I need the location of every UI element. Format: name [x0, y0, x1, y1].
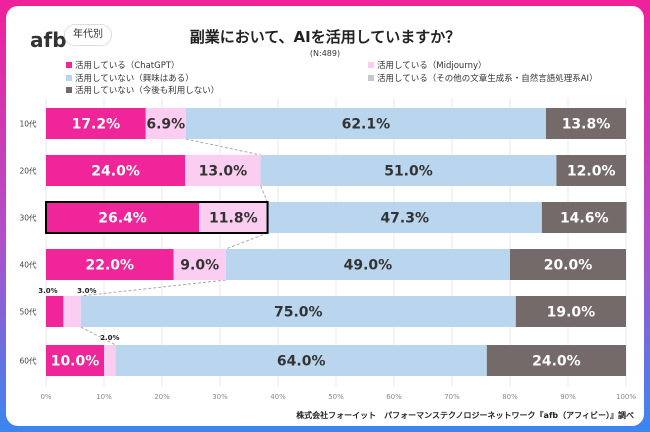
category-label: 60代	[19, 356, 37, 366]
bar-segment	[46, 155, 186, 186]
bar-segment	[267, 202, 542, 233]
data-label: 9.0%	[180, 258, 219, 274]
x-tick-label: 70%	[444, 393, 460, 401]
highlight-outline	[45, 201, 269, 234]
bar-segment	[46, 202, 200, 233]
data-label: 75.0%	[274, 305, 323, 321]
bar-segment	[260, 155, 557, 186]
bar-segment	[115, 345, 487, 376]
legend-label: 活用している（Midjourny）	[377, 61, 487, 71]
legend-swatch	[368, 74, 374, 81]
bar-segment	[199, 202, 268, 233]
data-label: 6.9%	[146, 117, 185, 133]
legend-swatch	[368, 62, 374, 68]
data-label: 26.4%	[98, 211, 147, 227]
category-label: 20代	[19, 166, 37, 176]
x-tick-label: 40%	[270, 393, 286, 401]
series-line	[260, 185, 269, 203]
bar-segment	[556, 155, 626, 186]
x-tick-label: 10%	[96, 393, 112, 401]
bar-segment	[46, 108, 146, 139]
x-tick-label: 100%	[616, 393, 636, 401]
bar-segment	[104, 345, 116, 376]
legend-item: 活用していない（興味はある）	[66, 72, 194, 84]
data-label: 22.0%	[86, 258, 135, 274]
data-label: 64.0%	[277, 354, 326, 370]
data-label: 14.6%	[560, 211, 609, 227]
x-tick-label: 30%	[212, 393, 228, 401]
legend-label: 活用していない（興味はある）	[75, 73, 194, 84]
series-line	[80, 279, 226, 297]
legend-item: 活用している（Midjourny）	[368, 59, 487, 71]
legend-label: 活用していない（今後も利用しない）	[75, 86, 220, 96]
category-label: 50代	[19, 307, 37, 317]
data-label: 24.0%	[91, 164, 140, 180]
data-label: 11.8%	[209, 211, 258, 227]
data-label: 47.3%	[380, 211, 429, 227]
data-label: 13.0%	[199, 164, 248, 180]
x-tick-label: 60%	[386, 393, 402, 401]
category-label: 30代	[19, 213, 37, 223]
data-label: 3.0%	[77, 287, 96, 295]
bar-segment	[46, 296, 64, 327]
data-label: 51.0%	[384, 164, 433, 180]
afb-logo: afb	[30, 28, 67, 52]
source-credit: 株式会社フォーイット パフォーマンステクノロジーネットワーク『afb（アフィビー…	[296, 411, 634, 420]
legend-label: 活用している（その他の文章生成系・自然言語処理系AI）	[377, 73, 598, 84]
bar-segment	[225, 249, 511, 280]
series-line	[80, 326, 116, 346]
bar-segment	[63, 296, 81, 327]
chart-title: 副業において、AIを活用していますか？	[189, 28, 461, 46]
data-label: 62.1%	[342, 117, 391, 133]
data-label: 3.0%	[38, 287, 57, 295]
legend-swatch	[66, 74, 72, 81]
data-label: 12.0%	[567, 164, 616, 180]
data-label: 10.0%	[51, 354, 100, 370]
data-label: 19.0%	[547, 305, 596, 321]
data-label: 17.2%	[72, 117, 121, 133]
data-label: 13.8%	[562, 117, 611, 133]
legend-swatch	[66, 87, 72, 93]
bar-segment	[80, 296, 516, 327]
bar-segment	[545, 108, 626, 139]
x-tick-label: 20%	[154, 393, 170, 401]
x-tick-label: 80%	[502, 393, 518, 401]
data-label: 49.0%	[344, 258, 393, 274]
bar-segment	[486, 345, 626, 376]
bar-segment	[46, 249, 174, 280]
series-line	[185, 138, 261, 156]
data-label: 24.0%	[532, 354, 581, 370]
bar-segment	[510, 249, 626, 280]
bar-segment	[145, 108, 186, 139]
legend-item: 活用している（ChatGPT）	[66, 59, 180, 71]
bar-segment	[185, 108, 546, 139]
series-line	[225, 232, 268, 250]
filter-badge: 年代別	[64, 24, 112, 46]
data-label: 20.0%	[544, 258, 593, 274]
legend-swatch	[66, 62, 72, 68]
category-label: 10代	[19, 119, 37, 129]
bar-segment	[185, 155, 261, 186]
bar-segment	[173, 249, 226, 280]
bar-segment	[541, 202, 627, 233]
legend-item: 活用していない（今後も利用しない）	[66, 84, 219, 96]
bar-segment	[46, 345, 104, 376]
x-tick-label: 90%	[560, 393, 576, 401]
chart-subtitle: (N:489)	[309, 49, 341, 58]
legend-label: 活用している（ChatGPT）	[75, 61, 180, 71]
data-label: 2.0%	[100, 334, 119, 342]
x-tick-label: 50%	[328, 393, 344, 401]
category-label: 40代	[19, 260, 37, 270]
x-tick-label: 0%	[40, 393, 51, 401]
legend-item: 活用している（その他の文章生成系・自然言語処理系AI）	[368, 72, 598, 84]
bar-segment	[515, 296, 626, 327]
